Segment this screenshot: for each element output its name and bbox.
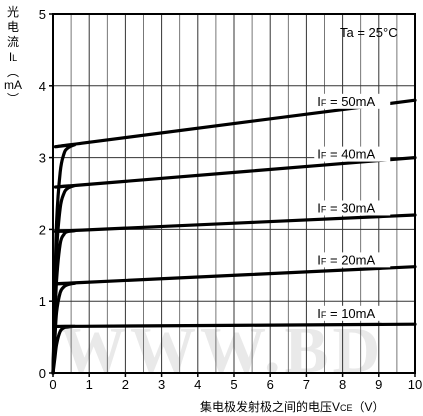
x-tick-label: 4 [194, 377, 201, 392]
y-label-unit: mA [4, 78, 22, 92]
x-axis-label: 集电极发射极之间的电压VCE（V） [200, 398, 385, 415]
curve-label-bg [314, 146, 391, 162]
curve-label-3: IF = 30mA [317, 200, 375, 215]
y-label-paren-open: ︵ [6, 65, 19, 79]
y-label-char-1: 光 [6, 5, 19, 19]
x-tick-label: 1 [86, 377, 93, 392]
x-label-sub: CE [340, 403, 353, 413]
curve-label-bg [314, 305, 391, 321]
y-tick-label: 2 [39, 222, 46, 237]
y-tick-label: 3 [39, 151, 46, 166]
curve-label-1: IF = 10mA [317, 306, 375, 321]
curve-label-4: IF = 40mA [317, 147, 375, 162]
curve-label-bg [314, 252, 391, 268]
series-group [51, 98, 417, 375]
x-tick-label: 0 [49, 377, 56, 392]
y-tick-label: 0 [39, 366, 46, 381]
y-tick-label: 4 [39, 79, 46, 94]
temperature-annotation: Ta = 25°C [340, 25, 398, 40]
y-label-char-3: 流 [6, 35, 19, 49]
curve-labels: IF = 10mA IF = 20mA IF = 30mA IF = 40mA IF =… [314, 93, 391, 321]
y-axis-label: 光 电 流 IL ︵ mA ︶ [2, 5, 24, 105]
x-tick-label: 5 [230, 377, 237, 392]
axis-ticks: 0 1 2 3 4 5 6 7 8 9 10 0 1 2 3 4 5 [39, 7, 422, 392]
y-label-char-2: 电 [6, 20, 19, 34]
y-tick-label: 1 [39, 294, 46, 309]
curve-label-2: IF = 20mA [317, 252, 375, 267]
x-tick-label: 9 [375, 377, 382, 392]
y-tick-label: 5 [39, 7, 46, 22]
grid-lines [53, 14, 415, 373]
y-label-symbol: IL [8, 50, 18, 64]
y-label-paren-close: ︶ [6, 92, 19, 106]
x-tick-label: 10 [408, 377, 422, 392]
x-tick-label: 8 [339, 377, 346, 392]
curve-label-5: IF = 50mA [317, 94, 375, 109]
x-tick-label: 3 [158, 377, 165, 392]
x-tick-label: 7 [303, 377, 310, 392]
x-tick-label: 2 [122, 377, 129, 392]
x-tick-label: 6 [267, 377, 274, 392]
curve-label-bg [314, 93, 391, 109]
x-label-suffix: （V） [352, 400, 385, 414]
series-line-5 [51, 98, 417, 375]
curve-label-bg [314, 200, 391, 216]
x-label-prefix: 集电极发射极之间的电压V [200, 400, 341, 414]
